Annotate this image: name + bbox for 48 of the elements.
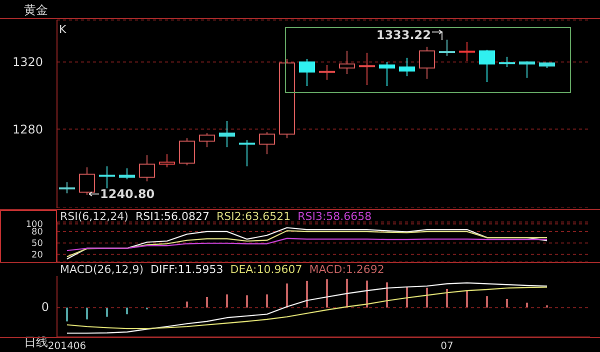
- bar: [206, 296, 208, 308]
- candlestick: [339, 50, 355, 75]
- bar: [326, 279, 328, 308]
- bar: [226, 294, 228, 308]
- candlestick: [439, 39, 455, 56]
- series-label: RSI1:56.0827: [135, 210, 210, 223]
- bar: [106, 308, 108, 317]
- bar: [446, 288, 448, 308]
- bar: [346, 278, 348, 308]
- annotation: 1333.22: [376, 28, 431, 42]
- chart-title: RSI(6,12,24): [60, 210, 128, 223]
- bar: [266, 294, 268, 308]
- bar: [426, 288, 428, 308]
- annotation: 1240.80: [100, 186, 155, 201]
- bar: [86, 308, 88, 320]
- bar: [366, 280, 368, 308]
- text: DIFF:11.5953: [150, 263, 224, 276]
- series-label: RSI2:63.6521: [216, 210, 291, 223]
- bar: [526, 302, 528, 308]
- ref-line-label: 0: [41, 300, 49, 314]
- bar: [506, 298, 508, 308]
- candlestick: [359, 52, 375, 86]
- bar: [126, 308, 128, 314]
- bar: [466, 290, 468, 308]
- series-label: MACD:1.2692: [309, 263, 384, 276]
- chart-title: MACD(26,12,9): [60, 263, 144, 276]
- bar: [66, 308, 68, 322]
- y-tick-label: 20: [32, 250, 44, 261]
- bar: [486, 296, 488, 308]
- bar: [186, 302, 188, 308]
- x-tick-label: 07: [440, 341, 454, 352]
- y-tick-label: 50: [32, 239, 44, 250]
- y-tick-label: 1280: [12, 122, 43, 136]
- x-tick-label: 201406: [48, 341, 86, 352]
- candlestick: [459, 41, 475, 62]
- bar: [286, 283, 288, 308]
- candlestick: [319, 64, 335, 80]
- candlestick: [219, 120, 235, 148]
- bar: [246, 295, 248, 308]
- bar: [306, 280, 308, 308]
- candlestick: [99, 166, 115, 189]
- y-tick-label: 1320: [12, 55, 43, 70]
- candlestick: [399, 57, 415, 77]
- text: DEA:10.9607: [230, 263, 302, 276]
- series-label: RSI3:58.6658: [298, 210, 372, 223]
- annotation: K: [59, 23, 66, 36]
- chart-title: 黄金: [24, 2, 48, 19]
- line-series: [66, 238, 548, 252]
